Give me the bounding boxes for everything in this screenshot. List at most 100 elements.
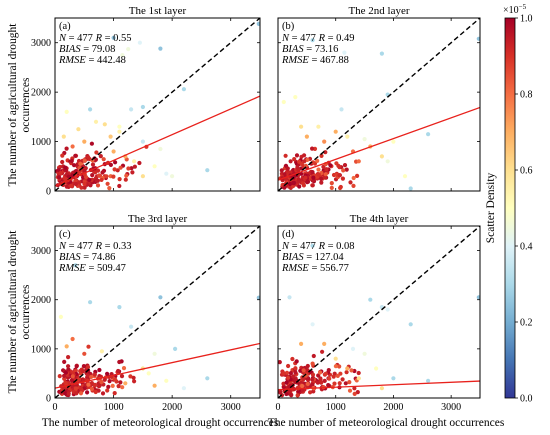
scatter-point [345, 134, 350, 139]
scatter-point [301, 377, 306, 382]
scatter-point [97, 173, 102, 178]
scatter-point [320, 349, 325, 354]
scatter-point [344, 167, 349, 172]
scatter-point [69, 378, 74, 383]
y-tick-label: 2000 [31, 88, 51, 99]
scatter-point [63, 165, 68, 170]
scatter-point [119, 374, 125, 379]
scatter-point [60, 153, 65, 158]
scatter-point [292, 157, 297, 162]
scatter-point [362, 137, 367, 142]
scatter-point [66, 391, 71, 396]
panel-title: The 1st layer [129, 5, 187, 17]
scatter-point [335, 373, 340, 378]
scatter-point [303, 175, 308, 180]
scatter-point [342, 50, 347, 55]
scatter-point [57, 374, 62, 379]
scatter-point [316, 172, 321, 177]
colorbar-tick-label: 0.0 [520, 394, 533, 405]
scatter-point [288, 371, 293, 376]
scatter-point [94, 178, 99, 183]
scatter-point [311, 353, 316, 359]
stat-r-value: = 0.49 [325, 33, 355, 44]
scatter-point [112, 391, 117, 396]
scatter-point [130, 170, 135, 175]
scatter-point [310, 377, 315, 382]
scatter-point [64, 146, 69, 151]
panel-tag: (d) [282, 229, 295, 240]
scatter-point [69, 183, 74, 188]
scatter-point [129, 107, 134, 112]
scatter-point [118, 380, 123, 385]
scatter-point [88, 107, 93, 112]
colorbar-label-group: Scatter Density [485, 172, 497, 243]
stat-r-value: = 0.55 [102, 33, 132, 44]
scatter-point [123, 177, 128, 182]
scatter-point [316, 124, 321, 129]
scatter-point [117, 183, 122, 189]
scatter-point [113, 377, 118, 382]
scatter-point [349, 368, 354, 373]
stat-n-label: N [58, 241, 67, 252]
scatter-point [120, 53, 125, 58]
scatter-point [476, 295, 480, 300]
scatter-point [124, 173, 129, 178]
scatter-point [63, 391, 68, 396]
scatter-point [287, 389, 292, 394]
scatter-point [391, 139, 396, 144]
scatter-point [77, 376, 82, 381]
scatter-point [352, 386, 357, 391]
scatter-point [111, 149, 116, 154]
panel-frame [54, 17, 261, 192]
scatter-point [117, 359, 122, 365]
scatter-point [337, 173, 342, 178]
scatter-point [374, 366, 379, 371]
scatter-point [323, 371, 328, 376]
scatter-point [128, 374, 133, 379]
scatter-point [287, 181, 293, 187]
colorbar-tick-label: 0.6 [520, 166, 533, 177]
stat-n-r: N = 477 R = 0.55 [58, 33, 132, 44]
scatter-point [302, 159, 307, 164]
stat-n-value: = 477 [289, 33, 319, 44]
stat-n-label: N [281, 33, 290, 44]
scatter-point [61, 134, 66, 139]
scatter-point [70, 144, 75, 149]
scatter-point [356, 376, 361, 381]
scatter-point [170, 174, 175, 179]
scatter-point [336, 163, 341, 168]
scatter-point [62, 373, 67, 378]
scatter-point [356, 370, 361, 376]
scatter-point [310, 361, 315, 366]
scatter-point [73, 263, 78, 268]
scatter-point [288, 159, 293, 164]
x-tick-label: 2000 [383, 402, 403, 413]
panel-title: The 3rd layer [128, 213, 188, 225]
scatter-point [316, 373, 321, 378]
scatter-point [99, 349, 104, 354]
colorbar-tick-label: 0.4 [520, 242, 533, 253]
stat-r-label: R [95, 241, 103, 252]
scatter-point [60, 159, 65, 165]
stat-bias-label: BIAS [59, 252, 81, 263]
stat-rmse-label: RMSE [281, 55, 309, 66]
colorbar-exponent-power: −5 [519, 3, 527, 11]
scatter-point [87, 177, 92, 182]
scatter-point [291, 374, 296, 379]
scatter-point [329, 185, 334, 190]
scatter-point [158, 46, 163, 51]
one-to-one-line [278, 226, 480, 398]
one-to-one-line [278, 18, 480, 191]
scatter-point [111, 174, 116, 179]
colorbar-tick-label: 0.8 [520, 90, 533, 101]
scatter-point [82, 181, 87, 187]
scatter-point [279, 168, 284, 173]
scatter-point [205, 376, 210, 381]
panel-tag: (b) [282, 21, 295, 32]
colorbar-exponent-base: ×10 [503, 5, 519, 16]
scatter-point [298, 368, 303, 373]
scatter-point [295, 393, 300, 398]
panel-frame [277, 17, 481, 192]
